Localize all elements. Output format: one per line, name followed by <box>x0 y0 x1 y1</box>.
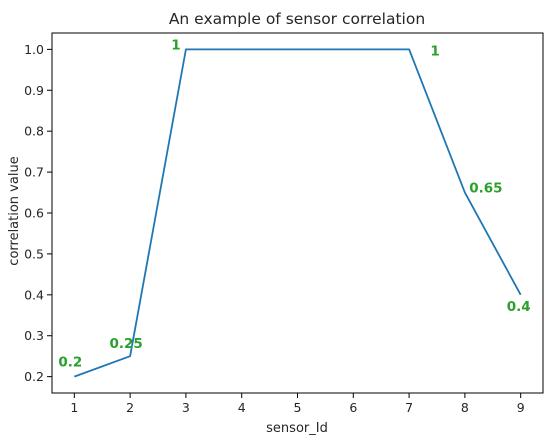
y-tick-label: 0.3 <box>24 328 44 343</box>
data-label: 1 <box>171 37 180 53</box>
x-tick-label: 1 <box>70 400 78 415</box>
y-tick-label: 0.4 <box>24 287 44 302</box>
y-tick-label: 0.6 <box>24 206 44 221</box>
chart-title: An example of sensor correlation <box>169 10 425 28</box>
y-tick-label: 0.9 <box>24 83 44 98</box>
x-tick-label: 2 <box>126 400 134 415</box>
x-tick-label: 9 <box>517 400 525 415</box>
y-tick-label: 0.7 <box>24 165 44 180</box>
y-tick-label: 0.8 <box>24 124 44 139</box>
x-tick-label: 8 <box>461 400 469 415</box>
series-line <box>74 48 522 378</box>
y-tick-label: 0.5 <box>24 246 44 261</box>
y-tick-label: 1.0 <box>24 42 44 57</box>
y-tick-label: 0.2 <box>24 369 44 384</box>
x-tick-label: 6 <box>349 400 357 415</box>
x-tick-label: 5 <box>294 400 302 415</box>
data-label: 0.25 <box>109 336 142 352</box>
x-tick-label: 7 <box>405 400 413 415</box>
plot-area: 1 2 3 4 5 6 7 8 9 0.2 0.3 0.4 0.5 0.6 0.7 0.8 0.9 1.0 0.2 0… <box>24 32 544 415</box>
x-tick-label: 4 <box>238 400 246 415</box>
data-label: 0.2 <box>58 355 82 371</box>
data-label: 1 <box>430 43 439 59</box>
y-axis-label: correlation value <box>7 156 22 265</box>
data-label: 0.4 <box>507 299 531 315</box>
x-axis-label: sensor_Id <box>266 421 328 436</box>
data-label: 0.65 <box>469 181 502 197</box>
x-tick-label: 3 <box>182 400 190 415</box>
